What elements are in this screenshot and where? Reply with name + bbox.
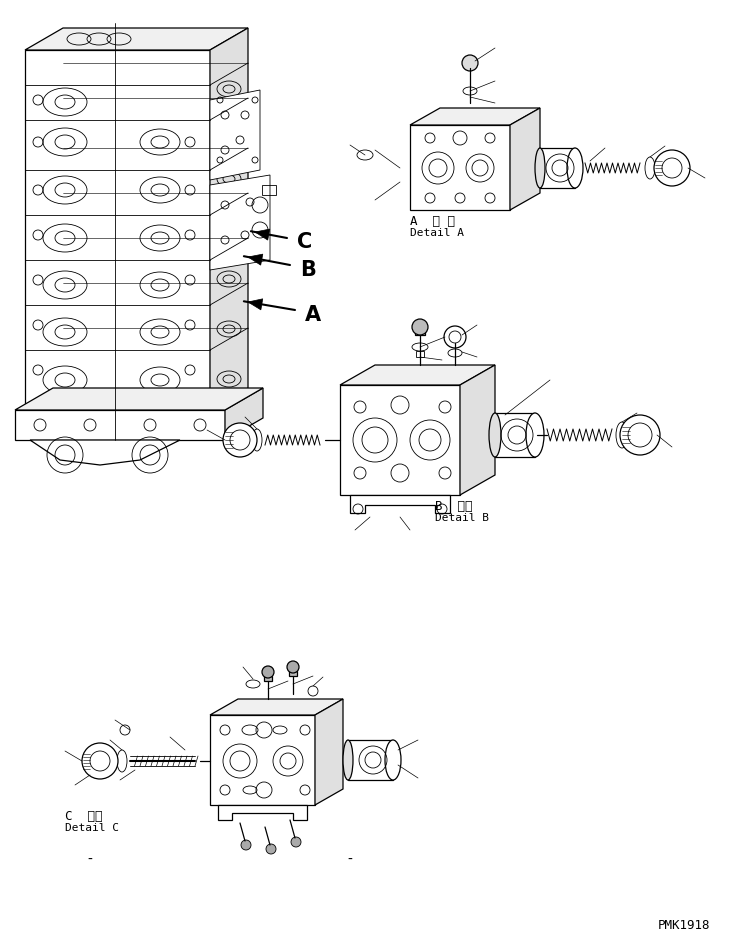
Circle shape — [620, 415, 660, 455]
Circle shape — [291, 837, 301, 847]
Circle shape — [82, 743, 118, 779]
Polygon shape — [255, 229, 270, 240]
Circle shape — [223, 423, 257, 457]
Text: Detail A: Detail A — [410, 228, 464, 238]
Polygon shape — [315, 699, 343, 805]
Circle shape — [462, 55, 478, 71]
Bar — [262, 185, 276, 195]
Ellipse shape — [535, 148, 545, 188]
Text: C  詳細: C 詳細 — [65, 810, 103, 823]
Circle shape — [241, 840, 251, 850]
Polygon shape — [210, 699, 343, 715]
Polygon shape — [210, 28, 248, 410]
Circle shape — [412, 319, 428, 335]
Circle shape — [287, 661, 299, 673]
Bar — [264, 676, 272, 681]
Polygon shape — [15, 410, 225, 440]
Ellipse shape — [616, 422, 628, 448]
Polygon shape — [210, 175, 270, 270]
Text: C: C — [297, 232, 312, 252]
Text: Detail C: Detail C — [65, 823, 119, 833]
Bar — [415, 329, 425, 335]
Polygon shape — [340, 385, 460, 495]
Text: A  詳 細: A 詳 細 — [410, 215, 455, 228]
Polygon shape — [25, 50, 210, 410]
Polygon shape — [340, 365, 495, 385]
Text: Detail B: Detail B — [435, 513, 489, 523]
Ellipse shape — [357, 150, 373, 160]
Polygon shape — [210, 715, 315, 805]
Polygon shape — [248, 299, 262, 310]
Polygon shape — [540, 148, 575, 188]
Text: B  詳細: B 詳細 — [435, 500, 472, 513]
Circle shape — [262, 666, 274, 678]
Polygon shape — [225, 388, 263, 440]
Ellipse shape — [252, 429, 262, 451]
Polygon shape — [510, 108, 540, 210]
Ellipse shape — [385, 740, 401, 780]
Text: A: A — [305, 305, 321, 325]
Circle shape — [654, 150, 690, 186]
Ellipse shape — [645, 157, 655, 179]
Polygon shape — [495, 413, 535, 457]
Text: -: - — [87, 853, 93, 867]
Polygon shape — [410, 125, 510, 210]
Polygon shape — [30, 440, 180, 465]
Text: -: - — [348, 853, 352, 867]
Polygon shape — [210, 90, 260, 180]
Ellipse shape — [489, 413, 501, 457]
Polygon shape — [350, 495, 450, 513]
Ellipse shape — [117, 750, 127, 772]
Polygon shape — [15, 388, 263, 410]
Bar — [416, 351, 424, 357]
Ellipse shape — [526, 413, 544, 457]
Polygon shape — [410, 108, 540, 125]
Polygon shape — [248, 254, 262, 265]
Polygon shape — [460, 365, 495, 495]
Polygon shape — [25, 28, 248, 50]
Bar — [289, 671, 297, 676]
Ellipse shape — [343, 740, 353, 780]
Text: PMK1918: PMK1918 — [658, 919, 710, 932]
Ellipse shape — [567, 148, 583, 188]
Polygon shape — [218, 805, 307, 820]
Circle shape — [444, 326, 466, 348]
Polygon shape — [348, 740, 393, 780]
Circle shape — [266, 844, 276, 854]
Text: B: B — [300, 260, 316, 280]
